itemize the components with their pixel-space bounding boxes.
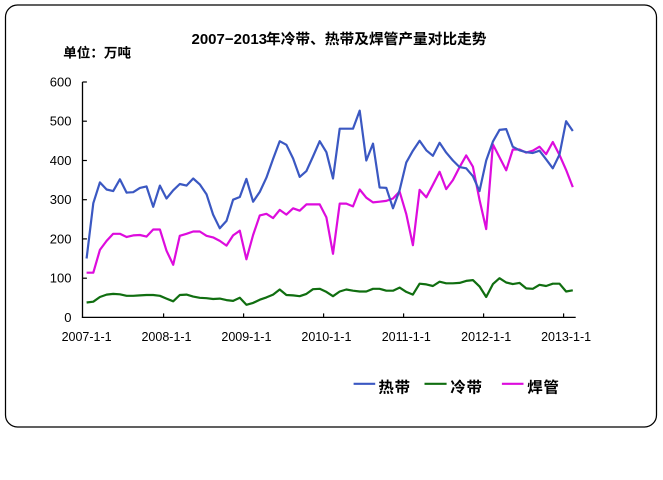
svg-text:500: 500 — [50, 114, 72, 129]
svg-text:2011-1-1: 2011-1-1 — [382, 330, 431, 344]
svg-text:2012-1-1: 2012-1-1 — [461, 330, 511, 344]
svg-text:2007-1-1: 2007-1-1 — [62, 330, 112, 344]
svg-text:300: 300 — [50, 192, 72, 207]
svg-text:400: 400 — [50, 153, 72, 168]
svg-text:200: 200 — [50, 231, 72, 246]
svg-text:2010-1-1: 2010-1-1 — [301, 330, 351, 344]
svg-text:0: 0 — [64, 310, 71, 325]
svg-text:2008-1-1: 2008-1-1 — [141, 330, 191, 344]
svg-text:2007−2013: 2007−2013 — [192, 31, 268, 48]
svg-text:600: 600 — [50, 74, 72, 89]
svg-text:2013-1-1: 2013-1-1 — [541, 330, 591, 344]
svg-text:2009-1-1: 2009-1-1 — [221, 330, 271, 344]
svg-text:100: 100 — [50, 271, 72, 286]
